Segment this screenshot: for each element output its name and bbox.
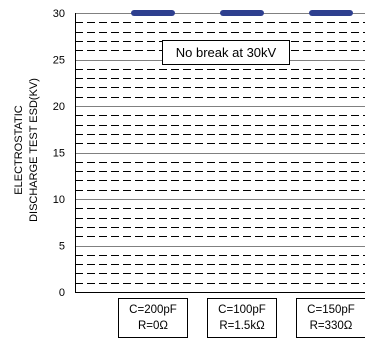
category-1-capacitance: C=200pF [129, 304, 177, 316]
grid-lines [75, 13, 365, 293]
category-box-3: C=150pF R=330Ω [296, 298, 365, 338]
y-tick-label: 10 [53, 194, 65, 206]
category-3-capacitance: C=150pF [307, 304, 355, 316]
category-1-resistance: R=0Ω [137, 320, 168, 332]
category-2-capacitance: C=100pF [218, 304, 266, 316]
y-tick-label: 25 [53, 55, 65, 67]
y-tick-label: 0 [59, 287, 65, 299]
y-tick-label: 5 [59, 241, 65, 253]
y-axis-label-line-2: DISCHARGE TEST ESD(KV) [28, 78, 40, 222]
category-box-1: C=200pF R=0Ω [118, 298, 188, 338]
y-axis-label-line-1: ELECTROSTATIC [13, 105, 25, 194]
category-2-resistance: R=1.5kΩ [219, 320, 265, 332]
y-tick-label: 15 [53, 148, 65, 160]
y-tick-labels: 0 5 10 15 20 25 30 [53, 8, 65, 299]
y-axis [75, 13, 365, 293]
y-tick-label: 20 [53, 101, 65, 113]
y-tick-label: 30 [53, 8, 65, 20]
category-3-resistance: R=330Ω [309, 320, 353, 332]
annotation-box: No break at 30kV [162, 40, 290, 65]
category-box-2: C=100pF R=1.5kΩ [207, 298, 277, 338]
